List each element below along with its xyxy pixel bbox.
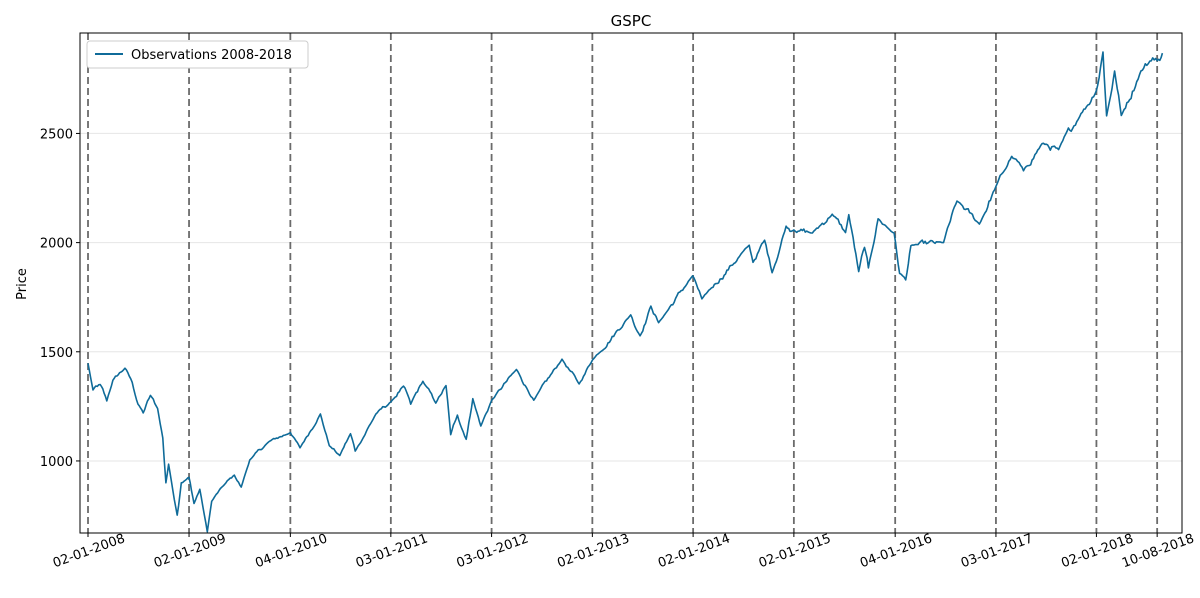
vertical-reference-lines — [87, 33, 1159, 533]
legend: Observations 2008-2018 — [86, 40, 309, 69]
legend-box — [86, 40, 309, 69]
y-axis-ticks: 1000 1500 2000 2500 — [40, 127, 80, 470]
series-layer — [87, 51, 1164, 533]
series-line — [87, 51, 1164, 533]
y-tick-label: 2000 — [40, 237, 73, 252]
y-tick-label: 1500 — [40, 346, 73, 361]
y-axis-label: Price — [15, 268, 30, 300]
plot-frame — [79, 32, 1183, 534]
grid-lines — [80, 132, 1182, 462]
chart-title: GSPC — [611, 12, 652, 30]
y-tick-label: 1000 — [40, 455, 73, 470]
y-tick-label: 2500 — [40, 127, 73, 142]
legend-label: Observations 2008-2018 — [131, 48, 292, 63]
